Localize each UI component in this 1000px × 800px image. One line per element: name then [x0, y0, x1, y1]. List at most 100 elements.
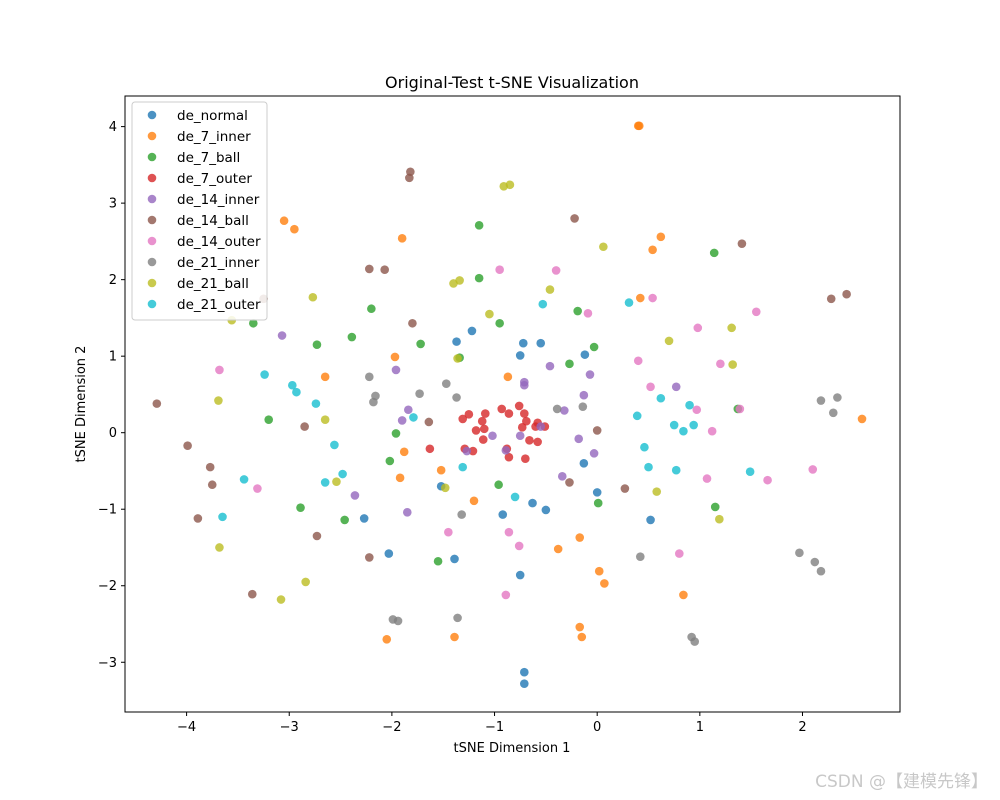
data-point [277, 331, 287, 340]
y-tick-label: −3 [98, 656, 117, 671]
data-point [592, 488, 602, 497]
data-point [408, 318, 417, 328]
data-point [669, 420, 679, 430]
data-point [249, 318, 258, 328]
data-point [458, 414, 468, 424]
data-point [405, 173, 414, 183]
data-point [857, 414, 867, 424]
series-de_7_ball [249, 221, 743, 566]
data-point [474, 221, 484, 230]
data-point [515, 570, 525, 580]
data-point [279, 216, 289, 226]
data-point [260, 370, 269, 379]
data-point [338, 469, 347, 479]
legend-label: de_7_ball [177, 150, 240, 166]
data-point [397, 416, 407, 425]
data-point [340, 515, 349, 525]
data-point [474, 273, 484, 283]
data-point [520, 679, 529, 688]
data-point [444, 527, 453, 537]
data-point [467, 326, 477, 336]
data-point [402, 507, 412, 517]
series-de_7_inner [279, 121, 867, 644]
data-point [440, 483, 450, 493]
data-point [452, 393, 461, 402]
data-point [521, 454, 530, 464]
y-tick-label: −2 [98, 579, 117, 594]
data-point [624, 298, 634, 307]
data-point [369, 397, 378, 407]
legend-marker [147, 110, 157, 120]
data-point [347, 332, 357, 342]
data-point [833, 393, 842, 402]
data-point [449, 279, 458, 288]
data-point [453, 354, 462, 363]
legend-marker [147, 194, 157, 204]
data-point [515, 351, 525, 360]
x-tick-label: 1 [696, 720, 704, 735]
legend-marker [147, 173, 157, 183]
series-de_normal [359, 326, 655, 688]
data-point [330, 440, 339, 450]
series-de_21_outer [218, 298, 755, 522]
data-point [633, 356, 643, 366]
data-point [395, 473, 405, 483]
data-point [795, 548, 804, 558]
data-point [415, 389, 424, 398]
data-point [312, 340, 322, 349]
data-point [727, 323, 736, 333]
data-point [557, 472, 567, 481]
legend-marker [147, 299, 157, 309]
data-point [536, 422, 546, 431]
data-point [205, 462, 215, 472]
data-point [510, 492, 520, 502]
legend: de_normal de_7_inner de_7_ball de_7_outerde… [131, 101, 268, 321]
data-point [709, 248, 719, 258]
data-point [589, 342, 599, 352]
data-point [311, 399, 321, 408]
data-point [635, 293, 645, 303]
data-point [565, 359, 574, 369]
data-point [810, 557, 820, 567]
data-point [751, 307, 761, 317]
data-point [365, 553, 374, 562]
data-point [393, 616, 403, 626]
data-point [436, 465, 446, 475]
data-point [528, 498, 537, 508]
data-point [152, 399, 162, 408]
data-point [350, 491, 360, 500]
data-point [462, 446, 472, 456]
data-point [560, 406, 569, 415]
data-point [635, 552, 645, 561]
data-point [385, 456, 395, 466]
data-point [689, 420, 698, 430]
data-point [308, 292, 318, 302]
data-point [365, 372, 374, 382]
data-point [594, 566, 604, 576]
data-point [737, 239, 747, 248]
data-point [464, 410, 474, 419]
data-point [525, 436, 534, 445]
data-point [685, 400, 694, 410]
data-point [469, 496, 479, 506]
data-point [424, 417, 434, 427]
data-point [716, 359, 725, 369]
data-point [458, 462, 468, 472]
data-point [842, 289, 851, 299]
data-point [520, 409, 529, 418]
data-point [565, 478, 574, 487]
data-point [545, 285, 555, 294]
data-point [570, 214, 579, 223]
data-point [580, 350, 590, 359]
data-point [468, 446, 478, 456]
x-axis-label: tSNE Dimension 1 [454, 741, 571, 756]
y-axis: −3 −2 −1 0 1 2 3 4 [98, 120, 125, 671]
data-point [505, 180, 515, 190]
data-point [579, 390, 589, 400]
data-point [320, 415, 330, 424]
data-point [593, 498, 603, 508]
data-point [503, 372, 513, 382]
data-point [485, 309, 494, 319]
data-point [488, 431, 497, 441]
